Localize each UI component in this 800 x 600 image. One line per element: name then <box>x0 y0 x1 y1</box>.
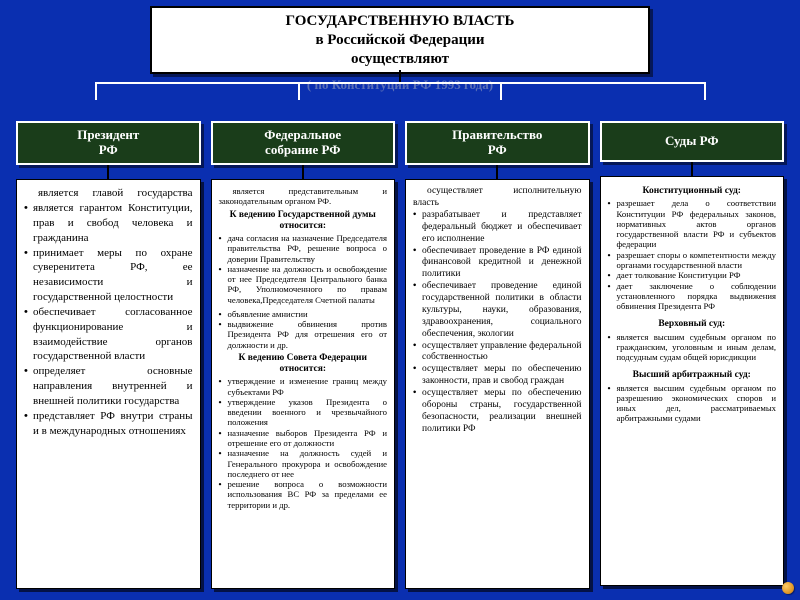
nav-dot-icon[interactable] <box>782 582 794 594</box>
header-line: РФ <box>22 143 195 158</box>
header-line: Правительство <box>411 128 584 143</box>
item-list: является высшим судебным органом по граж… <box>608 332 777 363</box>
branch-header: Федеральное собрание РФ <box>211 121 396 165</box>
item-list: объявление амнистии выдвижение обвинения… <box>219 309 388 350</box>
list-item: разрабатывает и представляет федеральный… <box>413 210 582 246</box>
item-list: является гарантом Конституции, прав и св… <box>24 201 193 439</box>
list-item: объявление амнистии <box>219 309 388 319</box>
page-root: ГОСУДАРСТВЕННУЮ ВЛАСТЬ в Российской Феде… <box>0 0 800 600</box>
list-item: является высшим судебным органом по граж… <box>608 332 777 363</box>
list-item: разрешает споры о компетентности между о… <box>608 250 777 271</box>
sub-heading: Верховный суд: <box>608 319 777 330</box>
list-item: назначение на должность и освобождение о… <box>219 264 388 305</box>
header-line: Президент <box>22 128 195 143</box>
branch-body: осуществляет исполнительную власть разра… <box>405 179 590 589</box>
list-item: дача согласия на назначение Председателя… <box>219 233 388 264</box>
list-item: дает толкование Конституции РФ <box>608 270 777 280</box>
item-list: утверждение и изменение границ между суб… <box>219 376 388 509</box>
list-item: обеспечивает согласованное функционирова… <box>24 305 193 364</box>
list-item: назначение на должность судей и Генераль… <box>219 448 388 479</box>
connector-line <box>704 82 706 100</box>
header-line: Суды РФ <box>606 134 779 149</box>
list-item: является высшим судебным органом по разр… <box>608 383 777 424</box>
list-item: утверждение и изменение границ между суб… <box>219 376 388 397</box>
list-item: обеспечивает проведение в РФ единой фина… <box>413 246 582 282</box>
main-title-box: ГОСУДАРСТВЕННУЮ ВЛАСТЬ в Российской Феде… <box>150 6 650 74</box>
item-list: разрешает дела о соответствии Конституци… <box>608 198 777 311</box>
connector-line <box>399 70 401 82</box>
connector-line <box>691 162 693 176</box>
list-item: осуществляет меры по обеспечению законно… <box>413 364 582 388</box>
list-item: дает заключение о соблюдении установленн… <box>608 281 777 312</box>
branch-president: Президент РФ является главой государства… <box>16 121 201 589</box>
sub-heading: Конституционный суд: <box>608 186 777 197</box>
item-list: разрабатывает и представляет федеральный… <box>413 210 582 436</box>
branches-row: Президент РФ является главой государства… <box>8 121 792 589</box>
list-item: принимает меры по охране суверенитета РФ… <box>24 246 193 305</box>
list-item: осуществляет меры по обеспечению обороны… <box>413 388 582 436</box>
connector-line <box>95 82 97 100</box>
connector-line <box>302 165 304 179</box>
connector-line <box>298 82 300 100</box>
sub-heading: Высший арбитражный суд: <box>608 370 777 381</box>
list-item: осуществляет управление федеральной собс… <box>413 341 582 365</box>
intro-text: является главой государства <box>24 186 193 201</box>
list-item: обеспечивает проведение единой государст… <box>413 281 582 340</box>
branch-courts: Суды РФ Конституционный суд: разрешает д… <box>600 121 785 589</box>
header-line: Федеральное <box>217 128 390 143</box>
list-item: является гарантом Конституции, прав и св… <box>24 201 193 246</box>
list-item: утверждение указов Президента о введении… <box>219 397 388 428</box>
branch-header: Президент РФ <box>16 121 201 165</box>
branch-header: Суды РФ <box>600 121 785 162</box>
branch-body: является представительным и законодатель… <box>211 179 396 589</box>
branch-body: Конституционный суд: разрешает дела о со… <box>600 176 785 586</box>
sub-heading: К ведению Государственной думы относится… <box>219 210 388 232</box>
item-list: дача согласия на назначение Председателя… <box>219 233 388 305</box>
branch-federal-assembly: Федеральное собрание РФ является предста… <box>211 121 396 589</box>
title-line-1: ГОСУДАРСТВЕННУЮ ВЛАСТЬ <box>160 12 640 31</box>
connector-line <box>107 165 109 179</box>
list-item: представляет РФ внутри страны и в междун… <box>24 409 193 439</box>
list-item: решение вопроса о возможности использова… <box>219 479 388 510</box>
title-line-3: осуществляют <box>160 50 640 69</box>
connector-line <box>500 82 502 100</box>
intro-text: является представительным и законодатель… <box>219 186 388 207</box>
branch-header: Правительство РФ <box>405 121 590 165</box>
connector-line <box>95 82 705 84</box>
intro-text: осуществляет исполнительную власть <box>413 186 582 210</box>
list-item: определяет основные направления внутренн… <box>24 364 193 409</box>
header-line: РФ <box>411 143 584 158</box>
title-line-2: в Российской Федерации <box>160 31 640 50</box>
connector-line <box>496 165 498 179</box>
list-item: разрешает дела о соответствии Конституци… <box>608 198 777 249</box>
header-line: собрание РФ <box>217 143 390 158</box>
branch-government: Правительство РФ осуществляет исполнител… <box>405 121 590 589</box>
sub-heading: К ведению Совета Федерации относится: <box>219 353 388 375</box>
list-item: назначение выборов Президента РФ и отреш… <box>219 428 388 449</box>
list-item: выдвижение обвинения против Президента Р… <box>219 319 388 350</box>
item-list: является высшим судебным органом по разр… <box>608 383 777 424</box>
branch-body: является главой государства является гар… <box>16 179 201 589</box>
